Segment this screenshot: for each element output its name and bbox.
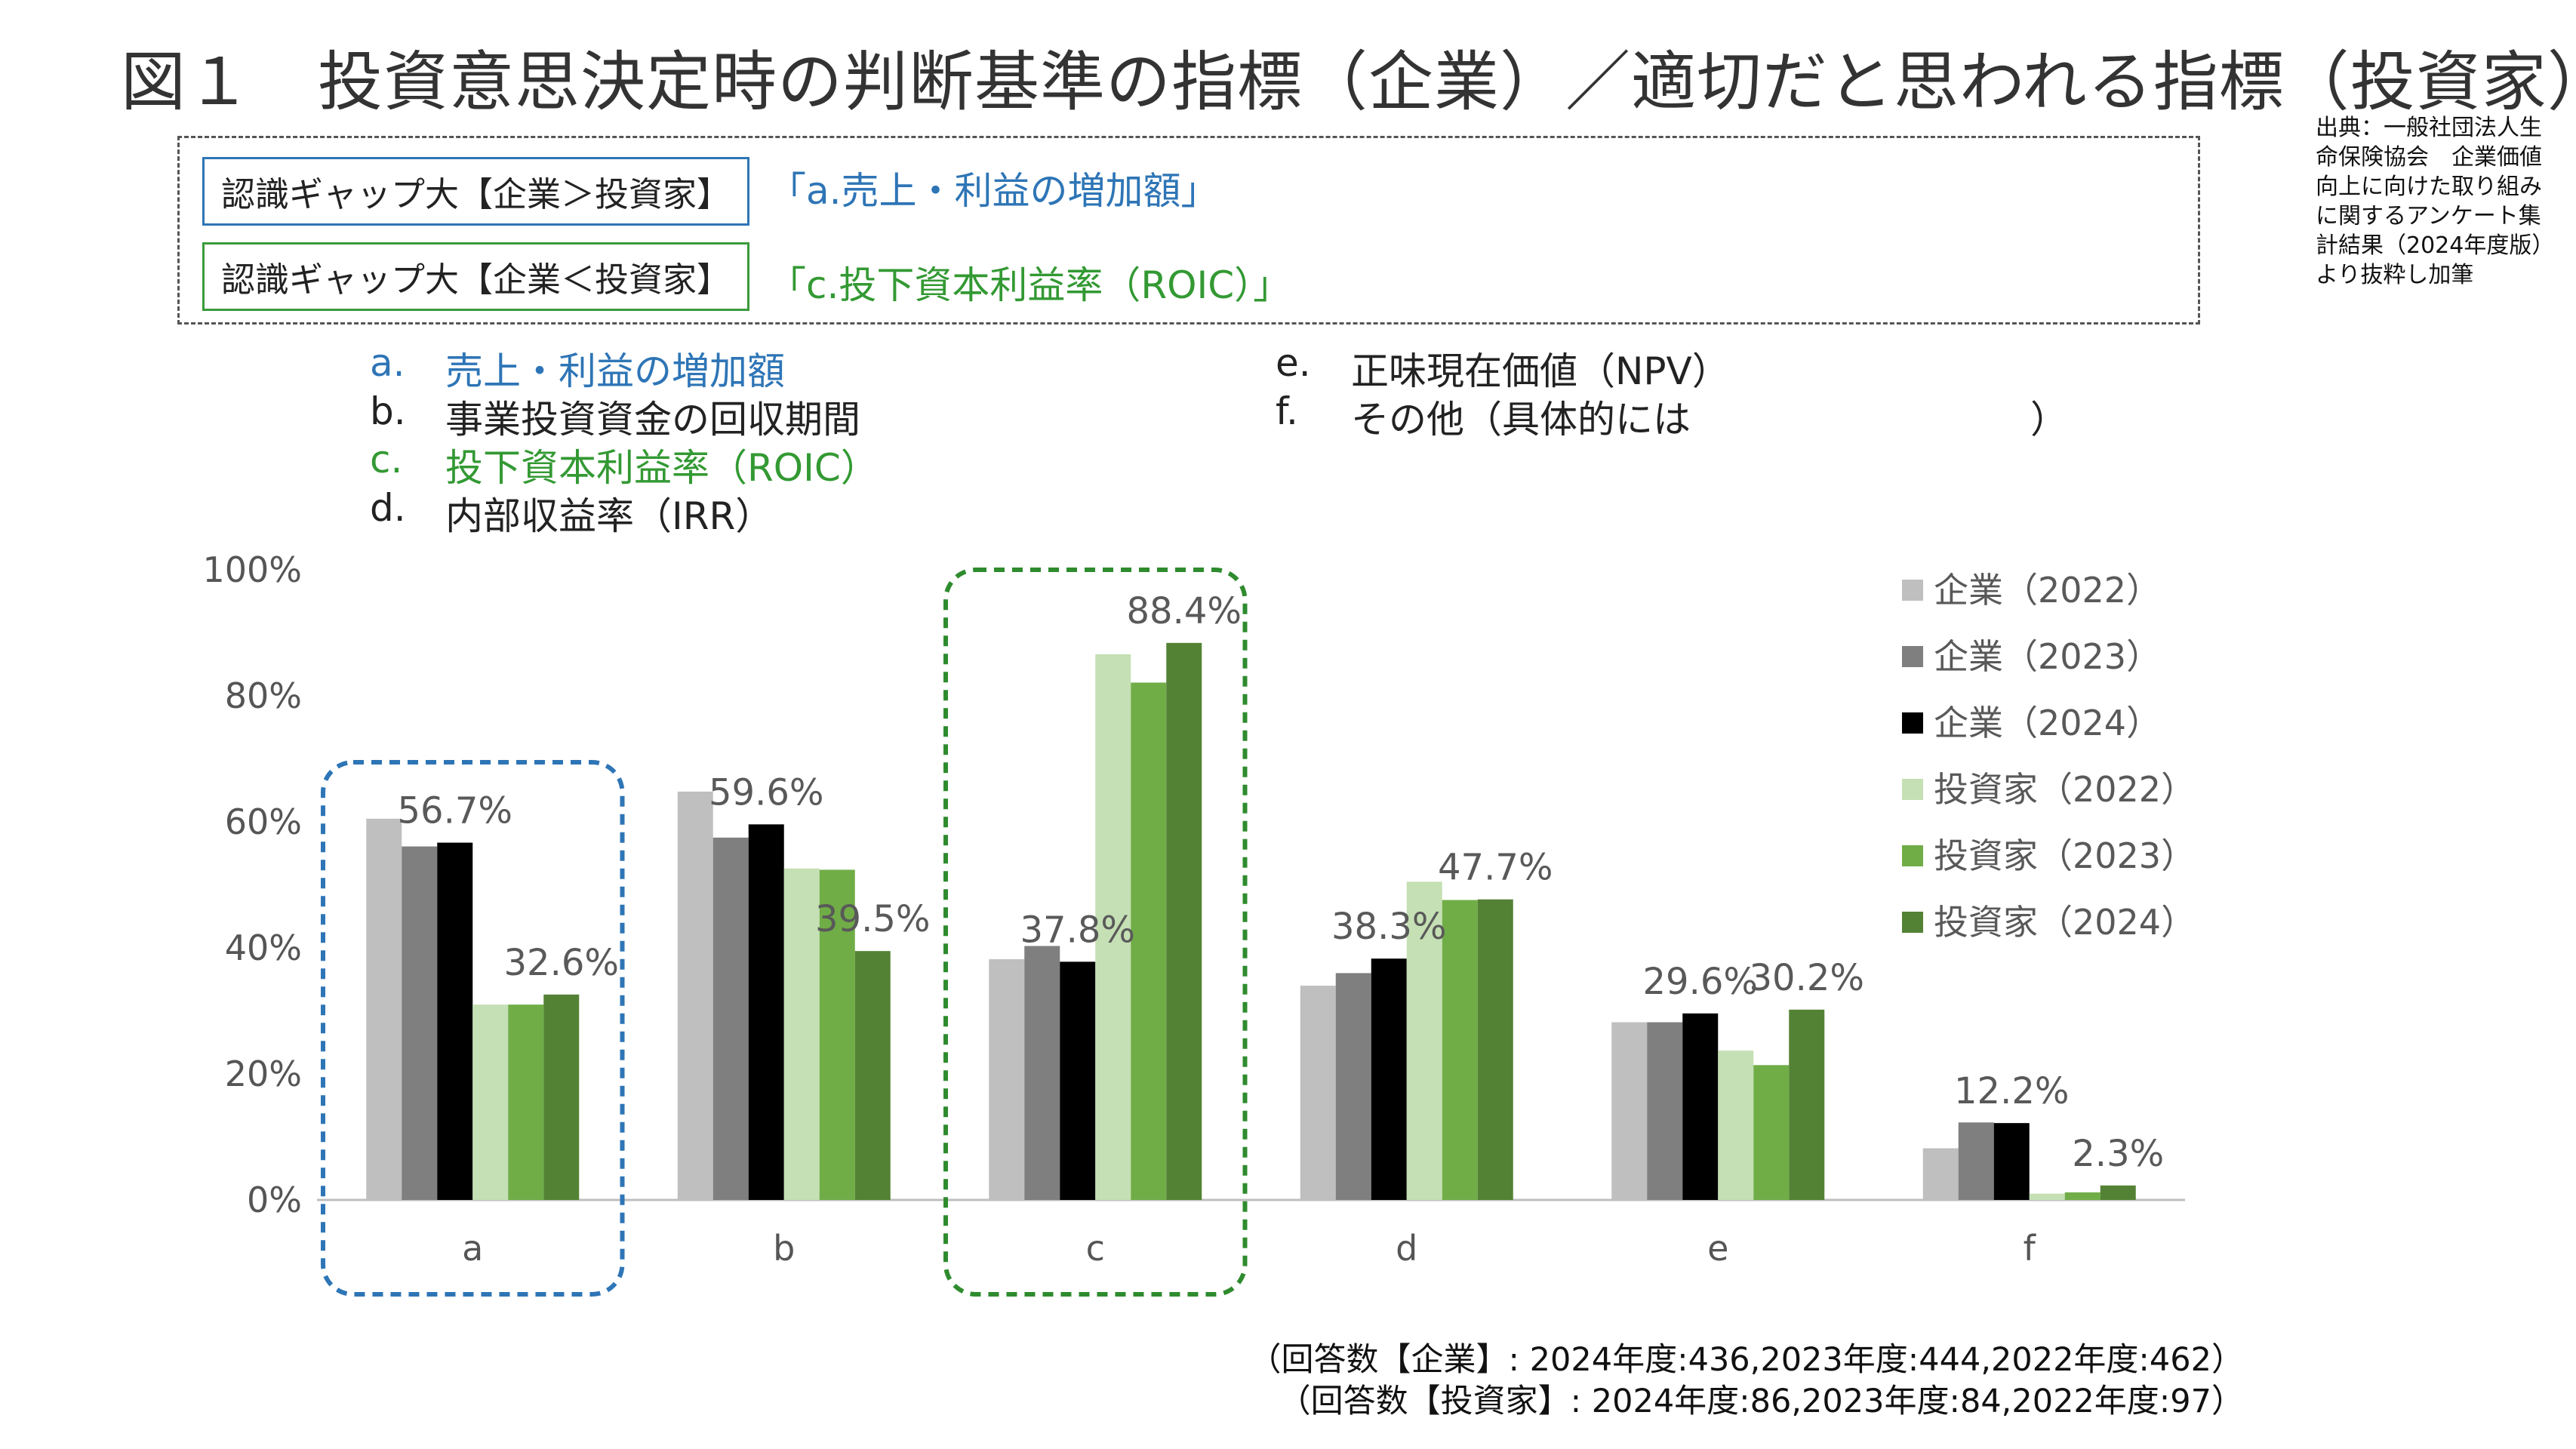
bar-e-series-4 (1753, 1065, 1790, 1200)
indicator-letter-a: a. (370, 341, 405, 385)
bar-e-series-3 (1718, 1051, 1754, 1200)
legend-label-0: 企業（2022） (1934, 570, 2161, 611)
data-label: 29.6% (1643, 961, 1758, 1003)
indicator-letter-e: e. (1276, 341, 1311, 385)
data-label: 38.3% (1331, 906, 1446, 948)
legend-swatch-1 (1902, 646, 1923, 667)
gap-label-company-over-investor: 認識ギャップ大【企業＞投資家】 (202, 157, 750, 226)
legend-swatch-2 (1902, 712, 1923, 734)
indicator-letter-f: f. (1276, 389, 1298, 433)
data-label: 47.7% (1438, 847, 1553, 889)
bar-f-series-5 (2100, 1185, 2136, 1200)
indicator-letter-b: b. (370, 389, 406, 433)
indicator-text-e: 正味現在価値（NPV） (1351, 349, 1730, 393)
bar-a-series-4 (508, 1004, 544, 1200)
bar-f-series-3 (2029, 1193, 2065, 1200)
bar-b-series-0 (677, 791, 713, 1200)
indicator-text-f: その他（具体的には ） (1351, 398, 2068, 441)
data-label: 39.5% (815, 898, 930, 940)
bar-c-series-5 (1166, 642, 1202, 1200)
bar-e-series-2 (1682, 1013, 1719, 1200)
data-label: 88.4% (1127, 590, 1242, 632)
data-label: 2.3% (2072, 1133, 2164, 1175)
legend-label-3: 投資家（2022） (1934, 769, 2196, 810)
bar-b-series-4 (819, 869, 855, 1200)
bar-f-series-1 (1958, 1122, 1994, 1200)
indicator-text-a: 売上・利益の増加額 (445, 349, 785, 393)
y-tick-label: 60% (225, 801, 302, 842)
gap-value-company-over-investor: 「a.売上・利益の増加額」 (768, 169, 1219, 213)
legend-label-5: 投資家（2024） (1934, 902, 2196, 943)
y-tick-label: 80% (225, 675, 302, 716)
bar-a-series-3 (472, 1004, 509, 1200)
data-label: 12.2% (1954, 1070, 2069, 1112)
bar-c-series-2 (1060, 961, 1096, 1200)
indicator-letter-c: c. (370, 438, 403, 481)
x-tick-label: c (1086, 1228, 1105, 1269)
bar-d-series-1 (1335, 973, 1371, 1200)
bar-c-series-4 (1131, 682, 1167, 1200)
data-label: 32.6% (504, 942, 619, 984)
bar-c-series-3 (1095, 654, 1131, 1200)
x-tick-label: f (2024, 1228, 2037, 1269)
legend-swatch-3 (1902, 779, 1923, 800)
bar-e-series-0 (1611, 1022, 1648, 1200)
bar-e-series-1 (1647, 1022, 1683, 1200)
bar-d-series-5 (1477, 899, 1513, 1200)
bar-b-series-5 (854, 951, 891, 1200)
bar-f-series-0 (1922, 1148, 1959, 1200)
bar-f-series-2 (1993, 1123, 2030, 1200)
bar-e-series-5 (1789, 1009, 1825, 1200)
gap-label-investor-over-company: 認識ギャップ大【企業＜投資家】 (202, 242, 750, 311)
bar-d-series-4 (1442, 900, 1478, 1200)
bar-a-series-2 (437, 842, 473, 1200)
indicator-text-b: 事業投資資金の回収期間 (445, 398, 860, 441)
y-tick-label: 0% (247, 1180, 302, 1220)
bar-a-series-1 (402, 846, 438, 1200)
x-tick-label: d (1396, 1228, 1417, 1269)
data-label: 30.2% (1750, 957, 1864, 999)
x-tick-label: b (773, 1228, 795, 1269)
bar-a-series-0 (366, 818, 402, 1200)
bar-chart: 0% 20% 40% 60% 80% 100% a b c d e f 56.7% 32.6% 59.6% 3… (202, 549, 2196, 1297)
indicator-text-c: 投下資本利益率（ROIC） (445, 446, 879, 490)
response-count-investor: （回答数【投資家】: 2024年度:86,2023年度:84,2022年度:97… (1278, 1383, 2244, 1420)
highlight-box-a (321, 760, 625, 1297)
x-tick-label: a (462, 1228, 483, 1269)
bar-c-series-0 (989, 959, 1025, 1200)
bar-b-series-3 (783, 868, 820, 1200)
bar-a-series-5 (543, 994, 580, 1200)
legend-swatch-5 (1902, 912, 1923, 933)
response-count-company: （回答数【企業】: 2024年度:436,2023年度:444,2022年度:4… (1248, 1341, 2244, 1379)
indicator-text-d: 内部収益率（IRR） (445, 494, 774, 538)
response-count-notes: （回答数【企業】: 2024年度:436,2023年度:444,2022年度:4… (1249, 1340, 2244, 1423)
legend-label-4: 投資家（2023） (1934, 835, 2196, 876)
data-label: 56.7% (398, 790, 512, 832)
legend-label-2: 企業（2024） (1934, 703, 2161, 743)
gap-value-investor-over-company: 「c.投下資本利益率（ROIC）」 (768, 263, 1291, 307)
legend-swatch-0 (1902, 580, 1923, 601)
y-tick-label: 40% (225, 928, 302, 968)
bar-d-series-3 (1406, 881, 1442, 1200)
bar-b-series-2 (748, 824, 784, 1200)
legend-swatch-4 (1902, 845, 1923, 866)
gap-summary-box: 認識ギャップ大【企業＞投資家】 「a.売上・利益の増加額」 認識ギャップ大【企業… (177, 136, 2200, 325)
page-title: 図１ 投資意思決定時の判断基準の指標（企業）／適切だと思われる指標（投資家） (121, 45, 2576, 120)
bar-b-series-1 (712, 837, 749, 1200)
highlight-box-c (943, 568, 1248, 1297)
data-label: 37.8% (1020, 909, 1135, 951)
bar-c-series-1 (1024, 946, 1060, 1200)
y-tick-label: 20% (225, 1054, 302, 1094)
legend-label-1: 企業（2023） (1934, 636, 2161, 677)
source-note: 出典：一般社団法人生命保険協会 企業価値向上に向けた取り組みに関するアンケート集… (2316, 115, 2555, 288)
data-label: 59.6% (709, 771, 823, 814)
y-tick-label: 100% (202, 549, 302, 590)
bar-f-series-4 (2064, 1192, 2101, 1200)
indicator-letter-d: d. (370, 486, 406, 530)
bar-d-series-2 (1371, 958, 1407, 1200)
x-tick-label: e (1707, 1228, 1728, 1269)
bar-d-series-0 (1300, 986, 1336, 1200)
